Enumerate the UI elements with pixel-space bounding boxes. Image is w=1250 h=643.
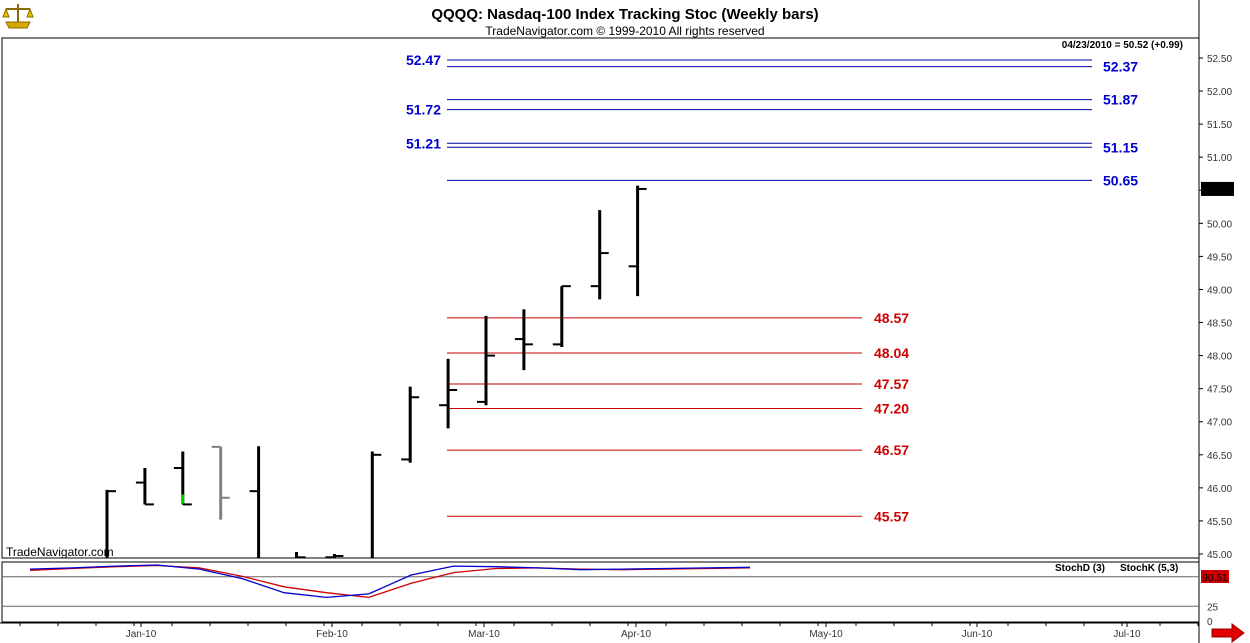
y-tick-label: 48.00 <box>1207 352 1232 363</box>
stoch-value-tag <box>1201 570 1229 583</box>
stochk-line <box>29 564 751 599</box>
support-label: 47.20 <box>874 401 909 417</box>
chart-subtitle: TradeNavigator.com © 1999-2010 All right… <box>485 24 764 38</box>
x-tick-label: Mar-10 <box>468 629 500 640</box>
resistance-label-left: 51.21 <box>406 135 441 151</box>
x-tick-label: Jun-10 <box>962 629 993 640</box>
indicator-panel-frame <box>1 561 1200 623</box>
y-tick-label: 47.00 <box>1207 418 1232 429</box>
support-label: 48.57 <box>874 310 909 326</box>
stoch-value-tag-label: 90.51 <box>1202 573 1227 584</box>
support-label: 46.57 <box>874 442 909 458</box>
x-tick-label: Jul-10 <box>1113 629 1141 640</box>
watermark-label: TradeNavigator.com <box>6 545 114 559</box>
x-tick-label: Jan-10 <box>126 629 157 640</box>
resistance-label-right: 52.37 <box>1103 59 1138 75</box>
x-tick-label: May-10 <box>809 629 843 640</box>
support-label: 45.57 <box>874 508 909 524</box>
y-tick-label: 51.00 <box>1207 153 1232 164</box>
stochd-legend: StochD (3) <box>1055 563 1105 574</box>
tradenavigator-logo-icon <box>2 4 34 29</box>
y-tick-label: 52.00 <box>1207 87 1232 98</box>
resistance-label-right: 51.87 <box>1103 92 1138 108</box>
y-tick-label: 49.50 <box>1207 252 1232 263</box>
y-tick-label: 51.50 <box>1207 120 1232 131</box>
last-price-tag-label: 50.52 <box>1204 185 1229 196</box>
y-tick-label: 48.50 <box>1207 319 1232 330</box>
stochk-legend: StochK (5,3) <box>1120 563 1178 574</box>
stoch-tick-label: 25 <box>1207 602 1219 613</box>
y-tick-label: 47.50 <box>1207 385 1232 396</box>
resistance-label-left: 52.47 <box>406 52 441 68</box>
y-tick-label: 49.00 <box>1207 285 1232 296</box>
x-tick-label: Feb-10 <box>316 629 348 640</box>
y-tick-label: 45.50 <box>1207 517 1232 528</box>
stoch-tick-label: 0 <box>1207 617 1213 628</box>
scroll-right-arrow-icon[interactable] <box>1211 623 1245 643</box>
ohlc-bars <box>105 185 647 558</box>
y-tick-label: 46.50 <box>1207 451 1232 462</box>
resistance-label-left: 51.72 <box>406 102 441 118</box>
support-label: 47.57 <box>874 376 909 392</box>
stochd-line <box>29 564 751 599</box>
chart-title: QQQQ: Nasdaq-100 Index Tracking Stoc (We… <box>431 6 818 23</box>
y-tick-label: 50.00 <box>1207 219 1232 230</box>
y-tick-label: 45.00 <box>1207 550 1232 561</box>
last-price-tag <box>1201 181 1234 196</box>
last-quote-label: 04/23/2010 = 50.52 (+0.99) <box>1062 40 1183 51</box>
resistance-label-right: 50.65 <box>1103 172 1138 188</box>
resistance-label-right: 51.15 <box>1103 139 1138 155</box>
support-label: 48.04 <box>874 345 909 361</box>
y-tick-label: 46.00 <box>1207 484 1232 495</box>
x-tick-label: Apr-10 <box>621 629 651 640</box>
y-tick-label: 52.50 <box>1207 54 1232 65</box>
